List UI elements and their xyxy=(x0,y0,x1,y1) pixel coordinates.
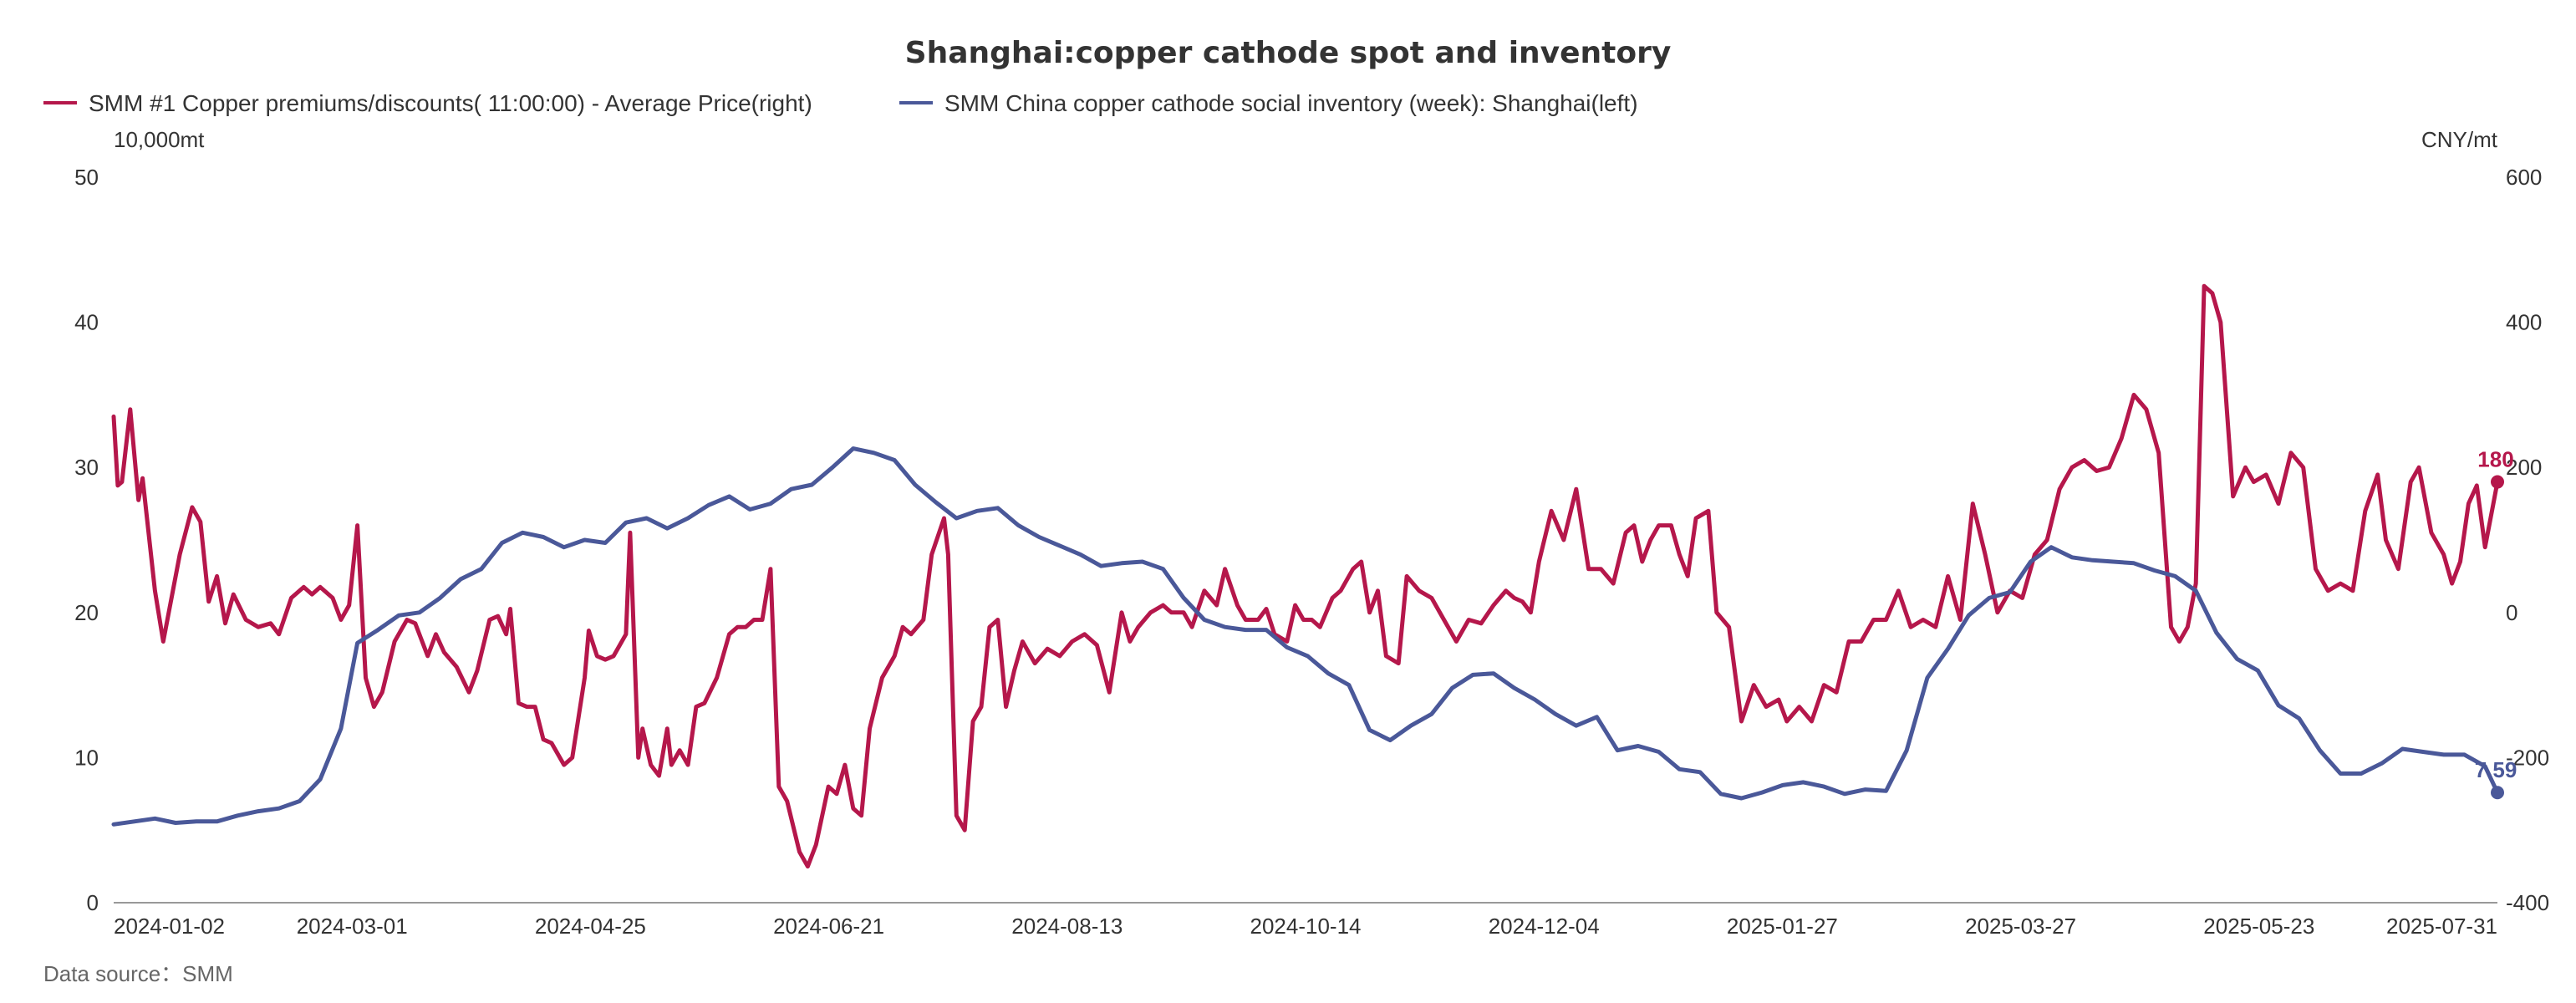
x-tick-label: 2024-08-13 xyxy=(1011,914,1123,939)
end-point-inventory[interactable] xyxy=(2491,786,2504,800)
end-point-premium[interactable] xyxy=(2491,475,2504,489)
y-right-tick-label: 0 xyxy=(2506,600,2517,625)
x-tick-label: 2024-10-14 xyxy=(1250,914,1362,939)
end-label-premium: 180 xyxy=(2477,447,2513,472)
y-right-tick-label: 400 xyxy=(2506,310,2542,335)
legend-label-inventory: SMM China copper cathode social inventor… xyxy=(944,90,1638,116)
end-markers: 180 7.59 xyxy=(2475,447,2517,800)
legend-item-inventory[interactable]: SMM China copper cathode social inventor… xyxy=(899,90,1638,116)
legend: SMM #1 Copper premiums/discounts( 11:00:… xyxy=(43,90,1638,116)
y-left-tick-label: 30 xyxy=(74,455,99,480)
legend-label-premium: SMM #1 Copper premiums/discounts( 11:00:… xyxy=(89,90,812,116)
y-right-tick-label: 600 xyxy=(2506,165,2542,190)
y-right-tick-label: -400 xyxy=(2506,890,2549,915)
x-tick-label: 2024-01-02 xyxy=(114,914,225,939)
y-right-tick-label: -200 xyxy=(2506,745,2549,770)
y-right-tick-label: 200 xyxy=(2506,455,2542,480)
y-left-tick-label: 20 xyxy=(74,600,99,625)
y-left-tick-label: 10 xyxy=(74,745,99,770)
y-right-unit: CNY/mt xyxy=(2421,127,2498,152)
x-tick-label: 2025-03-27 xyxy=(1965,914,2076,939)
series-line-premium[interactable] xyxy=(111,283,2500,869)
y-left-unit: 10,000mt xyxy=(114,127,205,152)
x-tick-label: 2025-05-23 xyxy=(2203,914,2314,939)
x-tick-label: 2024-12-04 xyxy=(1489,914,1600,939)
y-left-tick-label: 0 xyxy=(87,890,99,915)
x-tick-label: 2025-01-27 xyxy=(1727,914,1838,939)
chart-title: Shanghai:copper cathode spot and invento… xyxy=(905,36,1672,70)
end-label-inventory: 7.59 xyxy=(2475,757,2517,782)
series-layer xyxy=(111,283,2500,869)
x-tick-label: 2024-04-25 xyxy=(535,914,646,939)
series-line-inventory[interactable] xyxy=(111,446,2500,827)
x-tick-label: 2024-03-01 xyxy=(297,914,408,939)
data-source: Data source：SMM xyxy=(43,961,233,986)
y-left-tick-label: 40 xyxy=(74,310,99,335)
y-left-tick-label: 50 xyxy=(74,165,99,190)
axes: 0 10 20 30 40 50 -400 -200 0 200 400 600 2024-01-02 2… xyxy=(74,165,2549,939)
x-tick-label: 2024-06-21 xyxy=(773,914,884,939)
x-tick-label: 2025-07-31 xyxy=(2386,914,2497,939)
legend-item-premium[interactable]: SMM #1 Copper premiums/discounts( 11:00:… xyxy=(43,90,812,116)
